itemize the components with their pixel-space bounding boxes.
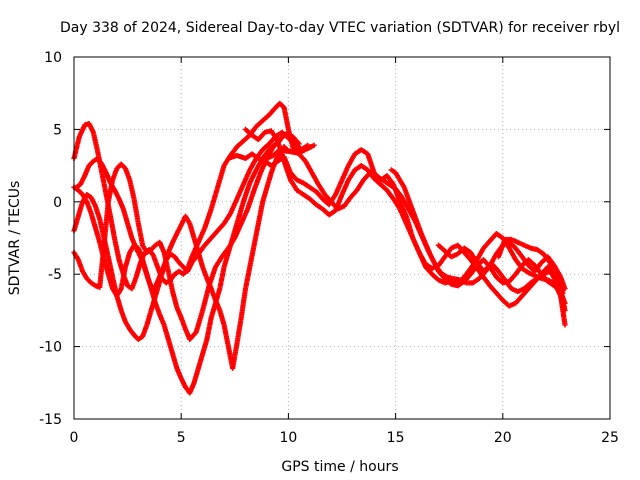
axis-ticks: 0 5 10 15 20 25 -15 -10 -5 0 5 10 [39, 50, 619, 446]
data-marks [71, 100, 568, 396]
x-tick-label: 20 [494, 430, 512, 446]
series-track-11 [495, 236, 566, 296]
series-track-5 [73, 129, 311, 295]
x-tick-label: 15 [387, 430, 405, 446]
plot-frame [73, 56, 611, 420]
data-point [562, 322, 568, 328]
data-point [305, 142, 311, 148]
y-tick-label: -5 [48, 267, 62, 283]
x-tick-label: 10 [279, 430, 297, 446]
data-point [560, 290, 566, 296]
data-point [562, 307, 568, 313]
y-tick-label: 0 [53, 195, 62, 211]
x-tick-label: 5 [177, 430, 186, 446]
x-tick-label: 25 [601, 430, 619, 446]
grid-lines [74, 57, 610, 419]
chart-title: Day 338 of 2024, Sidereal Day-to-day VTE… [60, 20, 620, 36]
data-point [562, 300, 568, 306]
series-track-9 [388, 167, 568, 306]
series-track-8 [264, 147, 566, 306]
y-tick-label: -15 [39, 412, 62, 428]
x-axis-label: GPS time / hours [281, 459, 398, 475]
y-axis-label: SDTVAR / TECUs [7, 181, 23, 296]
series-track-7 [242, 126, 568, 313]
y-tick-label: 10 [44, 50, 62, 66]
series-track-2 [71, 131, 302, 342]
y-tick-label: 5 [53, 122, 62, 138]
x-tick-label: 0 [70, 430, 79, 446]
y-tick-label: -10 [39, 340, 62, 356]
data-point [311, 142, 317, 148]
